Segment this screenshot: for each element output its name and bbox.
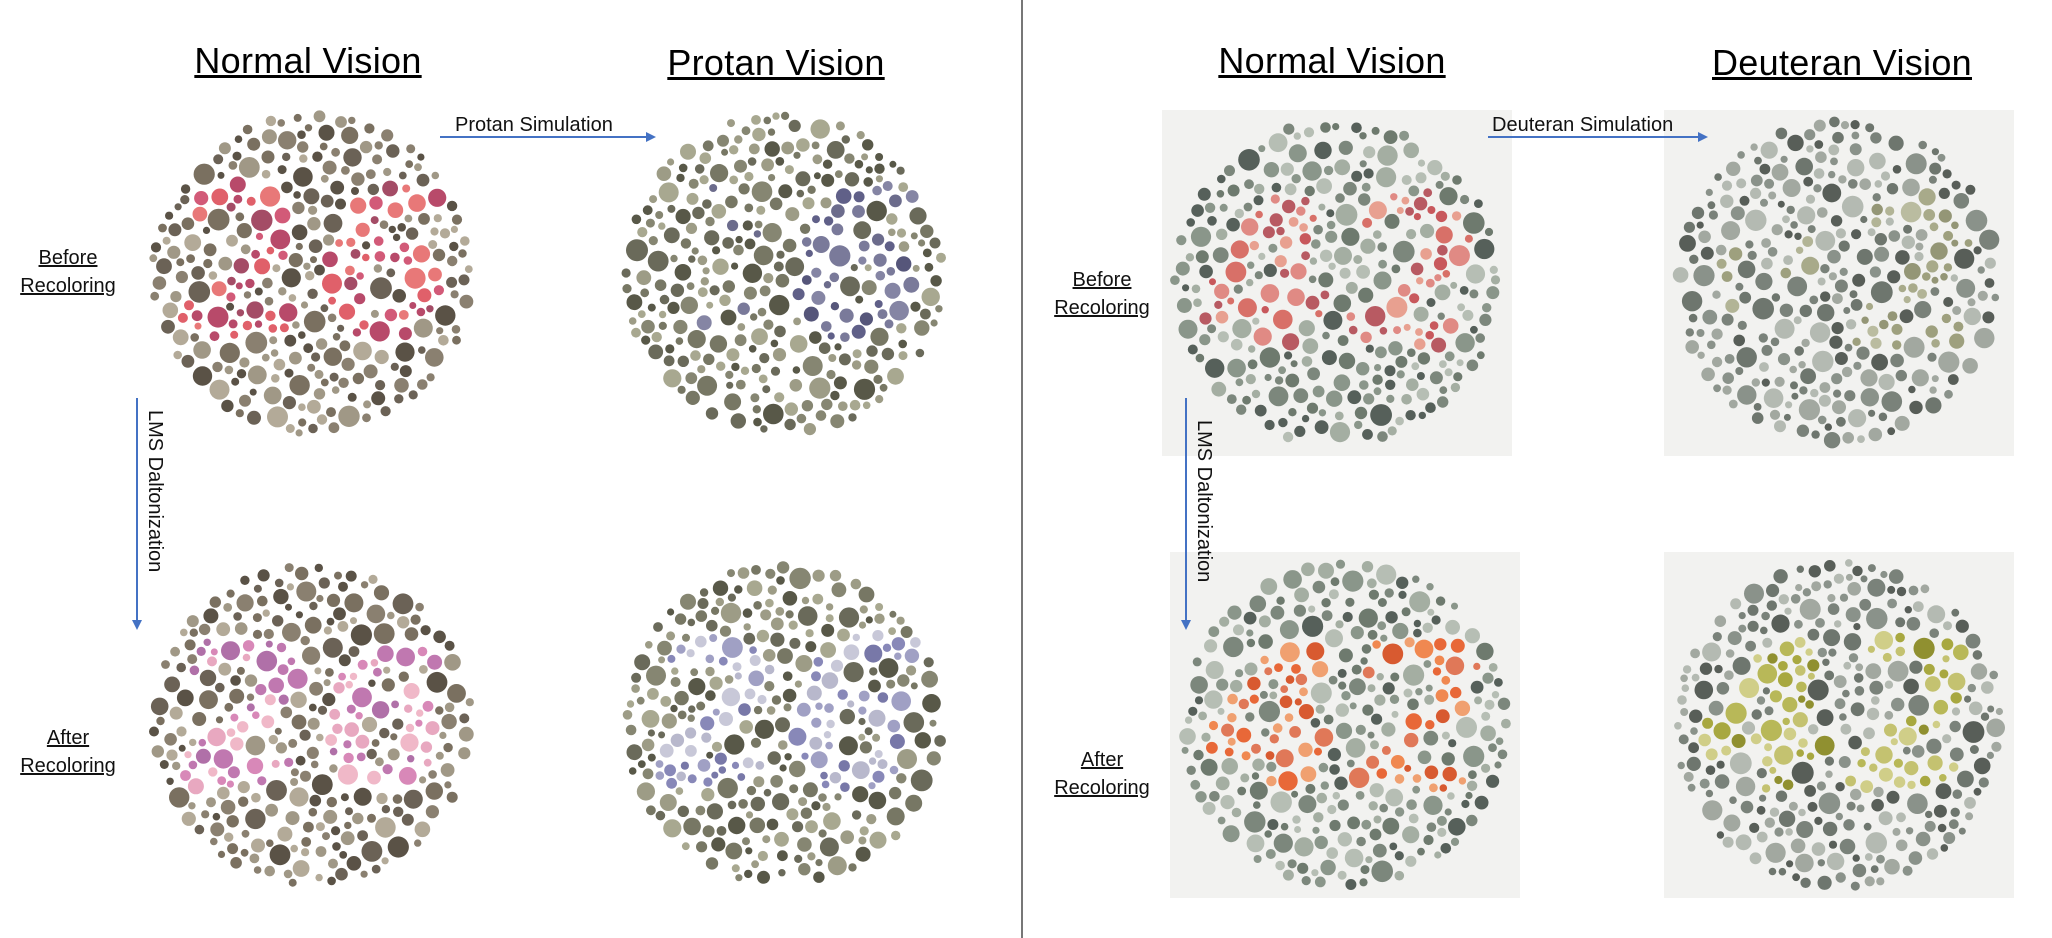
- row-label-before-right: Before Recoloring: [1054, 269, 1150, 319]
- protan-simulation-label: Protan Simulation: [455, 114, 613, 136]
- plate-left-before-normal: [142, 104, 482, 444]
- plate-right-after-deuteran: [1664, 552, 2014, 898]
- lms-daltonization-label-left: LMS Daltonization: [144, 410, 166, 573]
- plate-right-after-normal: [1170, 552, 1520, 898]
- panel-divider: [1021, 0, 1023, 938]
- ishihara-plate-42-recolored: [1179, 559, 1511, 890]
- lms-daltonization-label-right: LMS Daltonization: [1193, 420, 1215, 583]
- ishihara-plate-26-recolored-protan: [622, 561, 946, 884]
- ishihara-plate-26-recolored: [149, 563, 474, 887]
- deuteran-panel: Normal Vision Deuteran Vision Before Rec…: [1024, 0, 2052, 938]
- plate-left-before-protan: [604, 104, 962, 444]
- deuteran-simulation-label: Deuteran Simulation: [1492, 114, 1674, 136]
- heading-deuteran-vision: Deuteran Vision: [1712, 42, 1972, 83]
- ishihara-plate-26-normal: [149, 110, 474, 437]
- ishihara-plate-42-deuteran: [1672, 116, 2000, 449]
- ishihara-plate-42-normal: [1170, 122, 1501, 443]
- heading-normal-vision-right: Normal Vision: [1218, 40, 1446, 81]
- protan-panel: Normal Vision Protan Vision Before Recol…: [0, 0, 1022, 938]
- heading-protan-vision: Protan Vision: [667, 42, 885, 83]
- heading-normal-vision-left: Normal Vision: [194, 40, 422, 81]
- plate-left-after-normal: [142, 554, 482, 894]
- plate-right-before-normal: [1162, 110, 1512, 456]
- plate-left-after-protan: [604, 554, 962, 894]
- plate-right-before-deuteran: [1664, 110, 2014, 456]
- ishihara-plate-26-protan: [621, 111, 946, 436]
- row-label-after-right: After Recoloring: [1054, 749, 1150, 799]
- row-label-after-left: After Recoloring: [20, 727, 116, 777]
- row-label-before-left: Before Recoloring: [20, 247, 116, 297]
- ishihara-plate-42-recolored-deuteran: [1674, 559, 2005, 891]
